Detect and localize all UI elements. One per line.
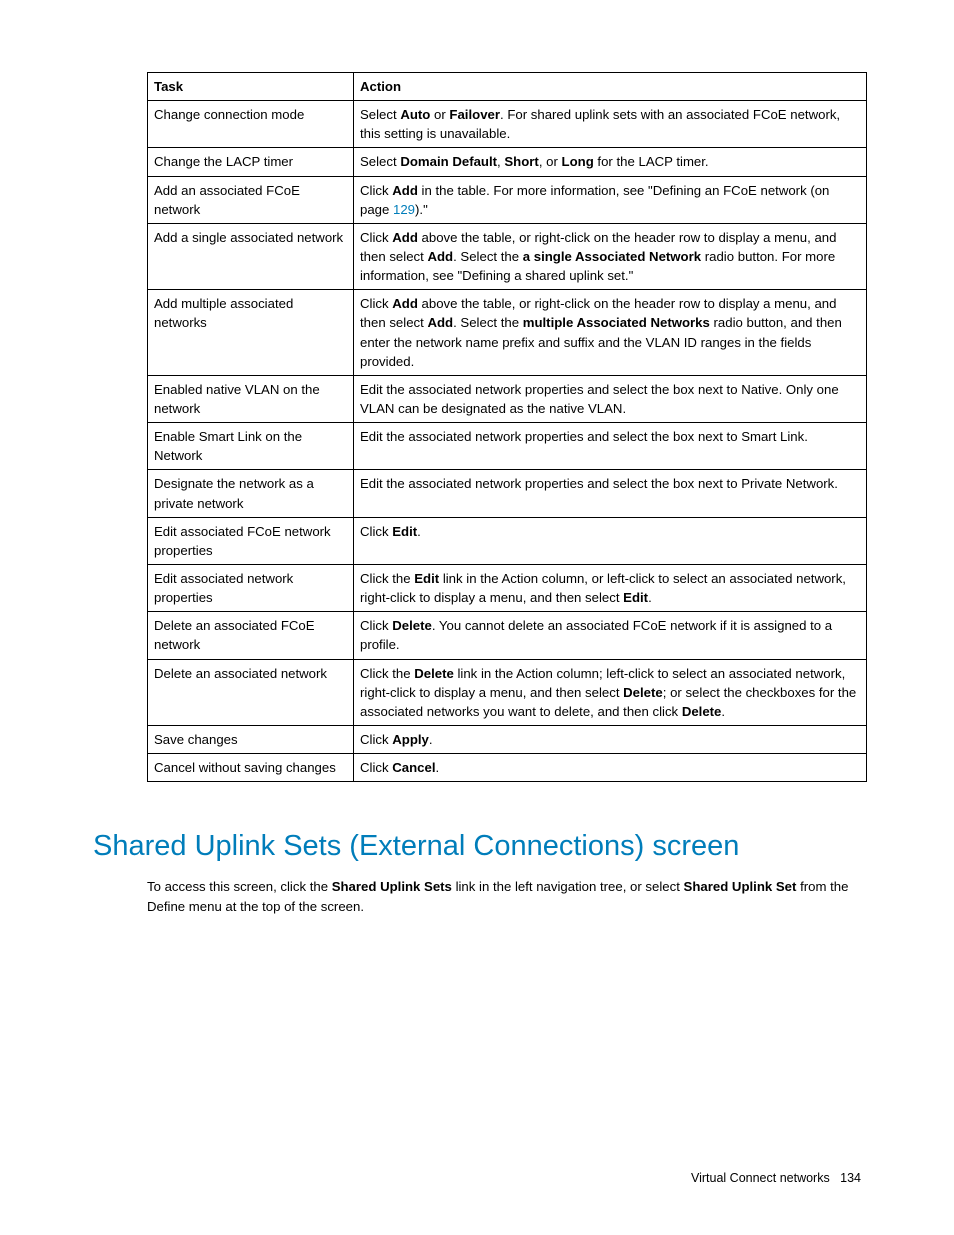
section-heading: Shared Uplink Sets (External Connections… [93,830,861,863]
bold-term: Shared Uplink Sets [332,879,452,894]
table-row: Edit associated FCoE network propertiesC… [148,517,867,564]
cell-action: Edit the associated network properties a… [354,470,867,517]
cell-task: Save changes [148,725,354,753]
bold-term: Add [427,315,453,330]
bold-term: Edit [392,524,417,539]
footer-page: 134 [840,1171,861,1185]
cell-action: Select Domain Default, Short, or Long fo… [354,148,867,176]
footer-text: Virtual Connect networks [691,1171,830,1185]
table-row: Change the LACP timerSelect Domain Defau… [148,148,867,176]
cell-task: Delete an associated FCoE network [148,612,354,659]
bold-term: Edit [414,571,439,586]
bold-term: Edit [623,590,648,605]
cell-task: Enabled native VLAN on the network [148,375,354,422]
bold-term: Add [392,230,418,245]
table-row: Add a single associated networkClick Add… [148,223,867,289]
table-row: Add an associated FCoE networkClick Add … [148,176,867,223]
cell-action: Click Edit. [354,517,867,564]
cell-task: Edit associated network properties [148,564,354,611]
document-page: Task Action Change connection modeSelect… [0,0,954,1235]
bold-term: Short [504,154,538,169]
table-row: Cancel without saving changesClick Cance… [148,754,867,782]
cell-task: Change the LACP timer [148,148,354,176]
bold-term: Add [427,249,453,264]
cell-action: Click Delete. You cannot delete an assoc… [354,612,867,659]
bold-term: Auto [400,107,430,122]
bold-term: Delete [414,666,454,681]
bold-term: a single Associated Network [523,249,701,264]
header-action: Action [354,73,867,101]
bold-term: Delete [623,685,663,700]
cell-task: Enable Smart Link on the Network [148,423,354,470]
table-row: Delete an associated networkClick the De… [148,659,867,725]
bold-term: Apply [392,732,429,747]
bold-term: Add [392,183,418,198]
cell-action: Click the Delete link in the Action colu… [354,659,867,725]
page-reference-link[interactable]: 129 [393,202,415,217]
table-row: Save changesClick Apply. [148,725,867,753]
cell-action: Click Add above the table, or right-clic… [354,290,867,376]
bold-term: Long [562,154,594,169]
cell-task: Change connection mode [148,101,354,148]
table-row: Enable Smart Link on the NetworkEdit the… [148,423,867,470]
cell-task: Designate the network as a private netwo… [148,470,354,517]
page-footer: Virtual Connect networks 134 [691,1171,861,1185]
cell-task: Add multiple associated networks [148,290,354,376]
section-body: To access this screen, click the Shared … [147,877,867,917]
table-body: Change connection modeSelect Auto or Fai… [148,101,867,782]
table-row: Edit associated network propertiesClick … [148,564,867,611]
header-task: Task [148,73,354,101]
table-row: Add multiple associated networksClick Ad… [148,290,867,376]
cell-task: Add an associated FCoE network [148,176,354,223]
bold-term: Shared Uplink Set [684,879,797,894]
cell-task: Add a single associated network [148,223,354,289]
cell-action: Edit the associated network properties a… [354,375,867,422]
cell-action: Edit the associated network properties a… [354,423,867,470]
bold-term: Cancel [392,760,435,775]
bold-term: Failover [449,107,500,122]
table-header-row: Task Action [148,73,867,101]
bold-term: multiple Associated Networks [523,315,710,330]
bold-term: Delete [392,618,432,633]
bold-term: Add [392,296,418,311]
cell-action: Select Auto or Failover. For shared upli… [354,101,867,148]
table-row: Change connection modeSelect Auto or Fai… [148,101,867,148]
cell-task: Edit associated FCoE network properties [148,517,354,564]
cell-task: Cancel without saving changes [148,754,354,782]
cell-action: Click Add in the table. For more informa… [354,176,867,223]
cell-task: Delete an associated network [148,659,354,725]
cell-action: Click Apply. [354,725,867,753]
bold-term: Delete [682,704,722,719]
cell-action: Click Add above the table, or right-clic… [354,223,867,289]
cell-action: Click the Edit link in the Action column… [354,564,867,611]
bold-term: Domain Default [400,154,497,169]
table-row: Delete an associated FCoE networkClick D… [148,612,867,659]
table-row: Enabled native VLAN on the networkEdit t… [148,375,867,422]
task-action-table: Task Action Change connection modeSelect… [147,72,867,782]
table-row: Designate the network as a private netwo… [148,470,867,517]
cell-action: Click Cancel. [354,754,867,782]
